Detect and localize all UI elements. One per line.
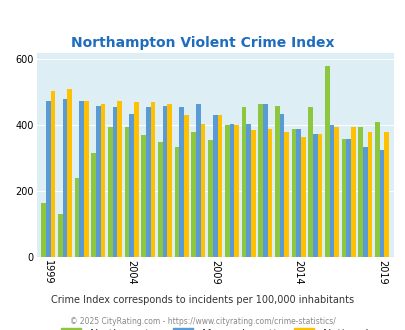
Bar [341, 139, 345, 257]
Bar [184, 115, 188, 257]
Bar [324, 66, 329, 257]
Bar [124, 127, 129, 257]
Text: Northampton Violent Crime Index: Northampton Violent Crime Index [71, 36, 334, 50]
Bar [158, 142, 162, 257]
Bar [174, 147, 179, 257]
Bar [274, 106, 279, 257]
Bar [362, 147, 367, 257]
Bar [345, 139, 350, 257]
Bar [96, 106, 100, 257]
Bar [75, 178, 79, 257]
Bar [108, 127, 113, 257]
Bar [62, 99, 67, 257]
Bar [245, 124, 250, 257]
Bar [234, 125, 238, 257]
Bar [317, 134, 322, 257]
Bar [91, 153, 96, 257]
Bar [67, 89, 72, 257]
Bar [134, 102, 139, 257]
Bar [334, 127, 338, 257]
Bar [329, 125, 334, 257]
Bar [200, 124, 205, 257]
Bar [150, 102, 155, 257]
Bar [191, 132, 196, 257]
Bar [117, 101, 122, 257]
Bar [291, 129, 296, 257]
Bar [217, 115, 222, 257]
Bar [84, 101, 88, 257]
Legend: Northampton, Massachusetts, National: Northampton, Massachusetts, National [61, 328, 368, 330]
Bar [284, 132, 288, 257]
Bar [58, 214, 62, 257]
Bar [100, 104, 105, 257]
Bar [179, 107, 184, 257]
Bar [279, 114, 283, 257]
Bar [296, 129, 300, 257]
Bar [141, 135, 146, 257]
Bar [229, 124, 234, 257]
Bar [250, 130, 255, 257]
Bar [212, 115, 217, 257]
Bar [79, 101, 84, 257]
Bar [129, 114, 134, 257]
Bar [312, 134, 317, 257]
Bar [41, 203, 46, 257]
Bar [262, 104, 267, 257]
Bar [208, 140, 212, 257]
Bar [350, 127, 355, 257]
Bar [46, 101, 51, 257]
Bar [307, 107, 312, 257]
Bar [162, 106, 167, 257]
Bar [241, 107, 245, 257]
Bar [196, 104, 200, 257]
Bar [374, 122, 379, 257]
Bar [224, 125, 229, 257]
Bar [367, 132, 371, 257]
Bar [258, 104, 262, 257]
Bar [113, 107, 117, 257]
Text: Crime Index corresponds to incidents per 100,000 inhabitants: Crime Index corresponds to incidents per… [51, 295, 354, 305]
Bar [379, 150, 384, 257]
Bar [384, 132, 388, 257]
Bar [267, 129, 272, 257]
Bar [358, 127, 362, 257]
Bar [167, 104, 172, 257]
Bar [146, 107, 150, 257]
Bar [300, 137, 305, 257]
Text: © 2025 CityRating.com - https://www.cityrating.com/crime-statistics/: © 2025 CityRating.com - https://www.city… [70, 317, 335, 326]
Bar [51, 91, 55, 257]
